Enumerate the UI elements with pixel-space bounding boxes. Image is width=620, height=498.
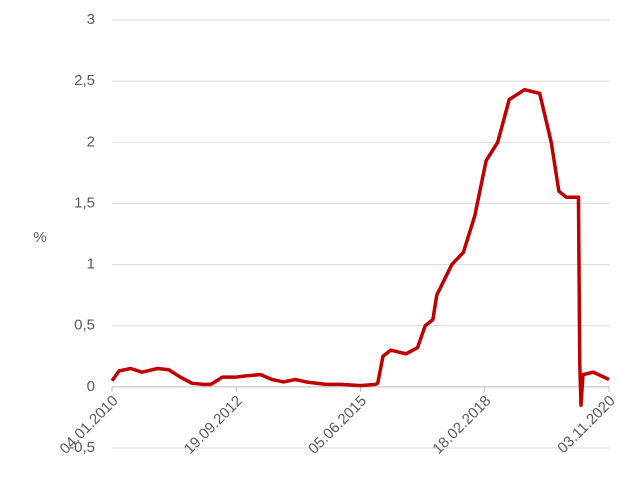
y-tick-label: 2 [87,133,95,150]
y-tick-label: 1,5 [74,194,95,211]
x-tick-label: 03.11.2020 [554,392,618,456]
y-tick-label: 0,5 [74,317,95,334]
y-tick-label: -0,5 [69,439,95,456]
data-line [110,87,610,407]
y-tick-label: 2,5 [74,72,95,89]
y-tick-label: 1 [87,256,95,273]
y-tick-label: 0 [87,378,95,395]
y-axis-label: % [33,229,46,246]
y-tick-label: 3 [87,11,95,28]
